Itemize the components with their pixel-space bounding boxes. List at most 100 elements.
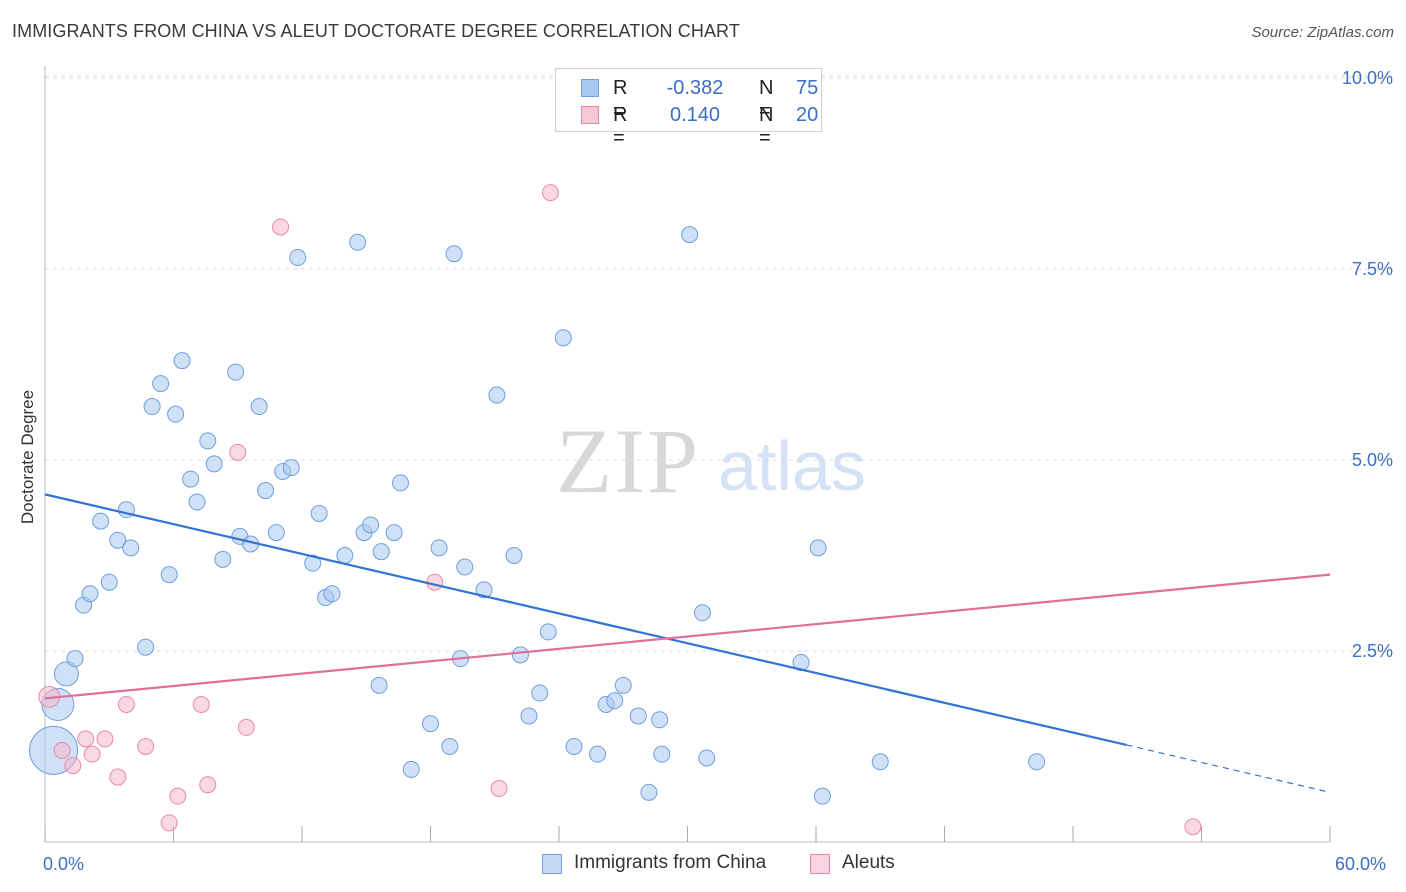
china-point[interactable] (289, 249, 307, 267)
aleut-point[interactable] (1184, 818, 1202, 836)
china-point[interactable] (520, 707, 538, 725)
china-point[interactable] (182, 470, 200, 488)
china-point[interactable] (372, 543, 390, 561)
aleut-point[interactable] (426, 573, 444, 591)
china-point[interactable] (554, 329, 572, 347)
chart-title: IMMIGRANTS FROM CHINA VS ALEUT DOCTORATE… (12, 21, 740, 41)
china-point[interactable] (651, 711, 669, 729)
china-point[interactable] (66, 650, 84, 668)
china-point[interactable] (565, 738, 583, 755)
china-point[interactable] (441, 738, 459, 755)
legend-n-value: 20 (796, 104, 819, 126)
aleut-point[interactable] (109, 768, 127, 786)
china-point[interactable] (109, 531, 127, 549)
bottom-legend-label-aleuts: Aleuts (842, 852, 895, 873)
y-tick-label: 10.0% (1342, 68, 1393, 88)
china-point[interactable] (614, 676, 632, 694)
china-point[interactable] (53, 661, 79, 687)
china-point[interactable] (100, 573, 118, 591)
china-point[interactable] (653, 745, 671, 763)
china-point[interactable] (137, 638, 155, 656)
china-point[interactable] (871, 753, 889, 771)
china-point[interactable] (681, 226, 699, 244)
china-trend-line (44, 493, 1127, 747)
china-point[interactable] (606, 692, 624, 710)
china-point[interactable] (122, 539, 140, 557)
aleut-point[interactable] (64, 757, 82, 775)
legend-r-label: R = (613, 77, 628, 122)
china-point[interactable] (422, 715, 439, 733)
china-point[interactable] (167, 405, 185, 423)
aleut-point[interactable] (199, 776, 217, 794)
china-point[interactable] (445, 245, 463, 263)
aleut-point[interactable] (272, 218, 290, 236)
china-point[interactable] (199, 432, 217, 450)
aleut-point[interactable] (237, 718, 255, 736)
china-point[interactable] (205, 455, 223, 473)
china-point[interactable] (214, 550, 232, 568)
china-point[interactable] (323, 585, 341, 603)
aleut-point[interactable] (541, 184, 559, 202)
aleut-trend-line (44, 573, 1331, 700)
china-point[interactable] (152, 375, 170, 393)
china-point[interactable] (488, 386, 506, 404)
china-point[interactable] (188, 493, 206, 511)
china-point[interactable] (81, 585, 99, 603)
legend-swatch-aleuts (581, 106, 599, 124)
china-point[interactable] (693, 604, 711, 622)
bottom-legend-label-china: Immigrants from China (574, 852, 767, 873)
legend-swatch-china (581, 79, 599, 97)
source-label: Source: ZipAtlas.com (1251, 24, 1394, 41)
china-point[interactable] (336, 547, 354, 564)
aleut-point[interactable] (117, 695, 135, 713)
china-point[interactable] (227, 363, 245, 381)
aleut-point[interactable] (169, 787, 187, 805)
aleut-point[interactable] (96, 730, 114, 748)
china-point[interactable] (430, 539, 448, 557)
china-point[interactable] (173, 352, 191, 370)
china-point[interactable] (629, 707, 647, 725)
aleut-point[interactable] (192, 695, 210, 713)
aleut-point[interactable] (53, 741, 71, 759)
china-point[interactable] (160, 566, 178, 584)
aleut-point[interactable] (83, 745, 101, 763)
china-point[interactable] (267, 524, 285, 542)
china-point[interactable] (385, 524, 403, 542)
watermark-zip: ZIP (556, 410, 700, 512)
china-point[interactable] (392, 474, 410, 492)
china-point[interactable] (698, 749, 716, 767)
china-point[interactable] (531, 684, 549, 702)
china-point[interactable] (505, 547, 523, 564)
china-point[interactable] (349, 233, 367, 251)
china-point[interactable] (475, 581, 493, 599)
china-point[interactable] (257, 482, 275, 500)
china-point[interactable] (143, 398, 161, 416)
china-point[interactable] (813, 787, 831, 805)
china-point[interactable] (589, 745, 607, 763)
china-point[interactable] (362, 516, 380, 534)
china-point[interactable] (282, 459, 300, 477)
bottom-legend-swatch-aleuts (810, 854, 830, 874)
aleut-point[interactable] (137, 738, 155, 755)
china-point[interactable] (1028, 753, 1046, 771)
aleut-point[interactable] (229, 443, 247, 461)
china-trend-extension (1126, 744, 1331, 793)
aleut-point[interactable] (490, 780, 508, 798)
china-point[interactable] (310, 504, 328, 522)
china-point[interactable] (640, 783, 658, 801)
china-point[interactable] (539, 623, 557, 641)
aleut-point[interactable] (77, 730, 95, 748)
correlation-legend: R = -0.382 N = 75 R = 0.140 N = 20 (555, 68, 822, 149)
china-point[interactable] (456, 558, 474, 576)
china-point[interactable] (370, 676, 388, 694)
china-point[interactable] (250, 398, 268, 416)
legend-r-label: R = (613, 104, 628, 149)
china-point[interactable] (809, 539, 827, 557)
china-point[interactable] (304, 554, 322, 572)
china-point[interactable] (402, 760, 420, 778)
y-axis-label: Doctorate Degree (18, 390, 37, 524)
china-point[interactable] (511, 646, 529, 664)
aleut-point[interactable] (160, 814, 178, 832)
china-point[interactable] (92, 512, 110, 530)
